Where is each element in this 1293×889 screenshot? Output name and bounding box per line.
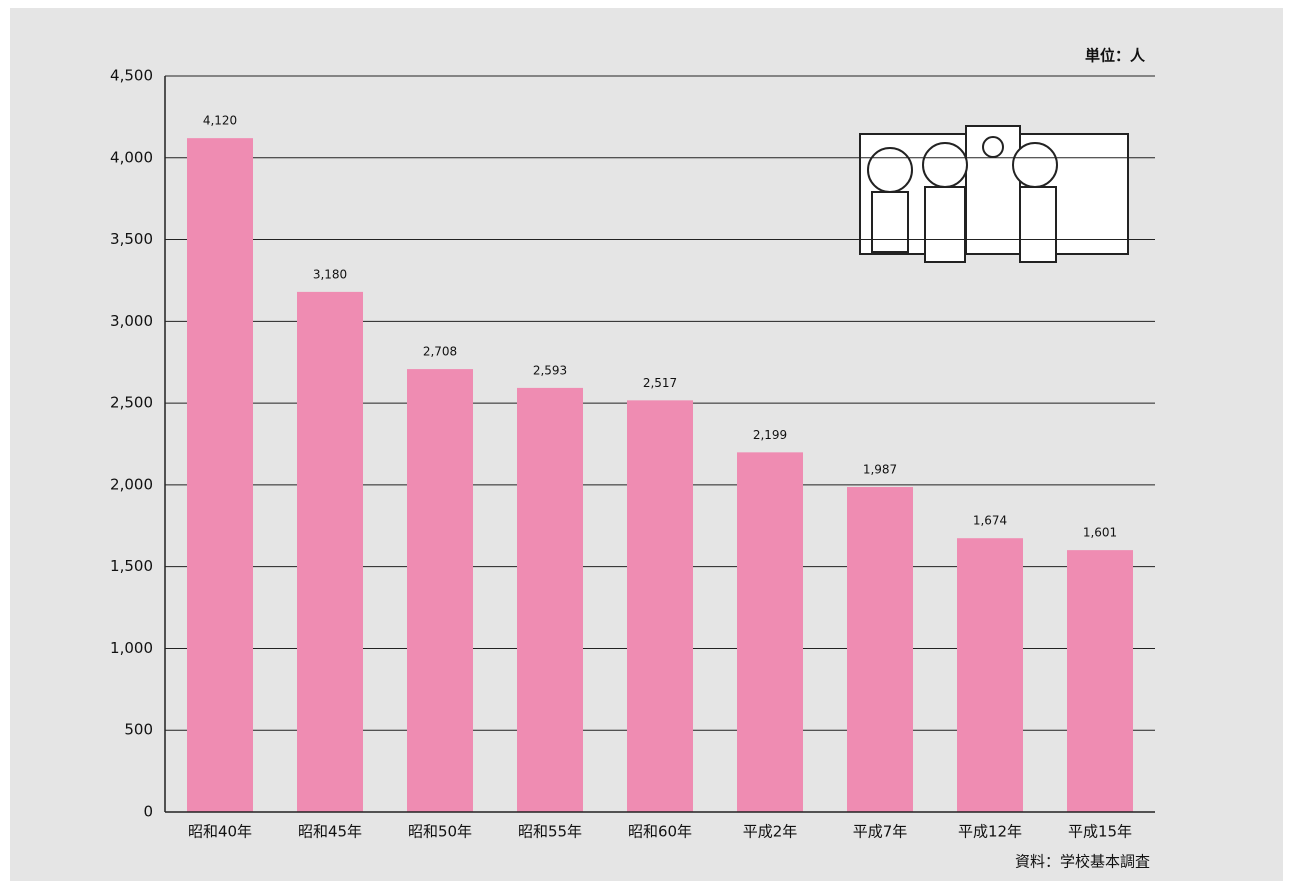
value-label: 1,987 [863, 463, 897, 477]
bar [407, 369, 473, 812]
bar [187, 138, 253, 812]
y-tick-label: 4,500 [110, 67, 153, 85]
value-label: 3,180 [313, 267, 347, 281]
bar [627, 400, 693, 812]
x-tick-label: 昭和55年 [518, 823, 582, 841]
y-tick-label: 1,000 [110, 639, 153, 657]
x-tick-label: 平成2年 [743, 823, 798, 841]
child-head [1012, 142, 1058, 188]
value-label: 2,517 [643, 376, 677, 390]
child-body [924, 186, 966, 263]
y-tick-label: 1,500 [110, 557, 153, 575]
y-tick-label: 3,500 [110, 230, 153, 248]
bar [297, 291, 363, 813]
value-label: 2,593 [533, 363, 567, 377]
value-label: 2,199 [753, 428, 787, 442]
value-label: 2,708 [423, 345, 457, 359]
bar [517, 387, 583, 812]
y-tick-label: 3,000 [110, 312, 153, 330]
child-body [871, 191, 909, 253]
child-head [922, 142, 968, 188]
x-tick-label: 昭和50年 [408, 823, 472, 841]
y-tick-label: 2,000 [110, 475, 153, 493]
bar [1067, 550, 1133, 812]
child-body [1019, 186, 1057, 263]
y-tick-label: 500 [124, 721, 153, 739]
bar [737, 452, 803, 812]
y-tick-label: 2,500 [110, 394, 153, 412]
y-tick-label: 4,000 [110, 148, 153, 166]
x-tick-label: 平成7年 [853, 823, 908, 841]
value-label: 1,674 [973, 514, 1007, 528]
x-tick-label: 昭和40年 [188, 823, 252, 841]
bar [847, 487, 913, 812]
illustration [859, 125, 1129, 263]
value-label: 1,601 [1083, 526, 1117, 540]
child-head [867, 147, 913, 193]
unit-label: 単位：人 [1085, 47, 1146, 65]
school-clock [982, 136, 1004, 158]
source-note: 資料：学校基本調査 [1015, 853, 1150, 871]
x-tick-label: 平成15年 [1068, 823, 1132, 841]
x-tick-label: 昭和60年 [628, 823, 692, 841]
x-tick-label: 昭和45年 [298, 823, 362, 841]
value-label: 4,120 [203, 114, 237, 128]
x-tick-label: 平成12年 [958, 823, 1022, 841]
bar [957, 538, 1023, 812]
y-tick-label: 0 [143, 803, 153, 821]
